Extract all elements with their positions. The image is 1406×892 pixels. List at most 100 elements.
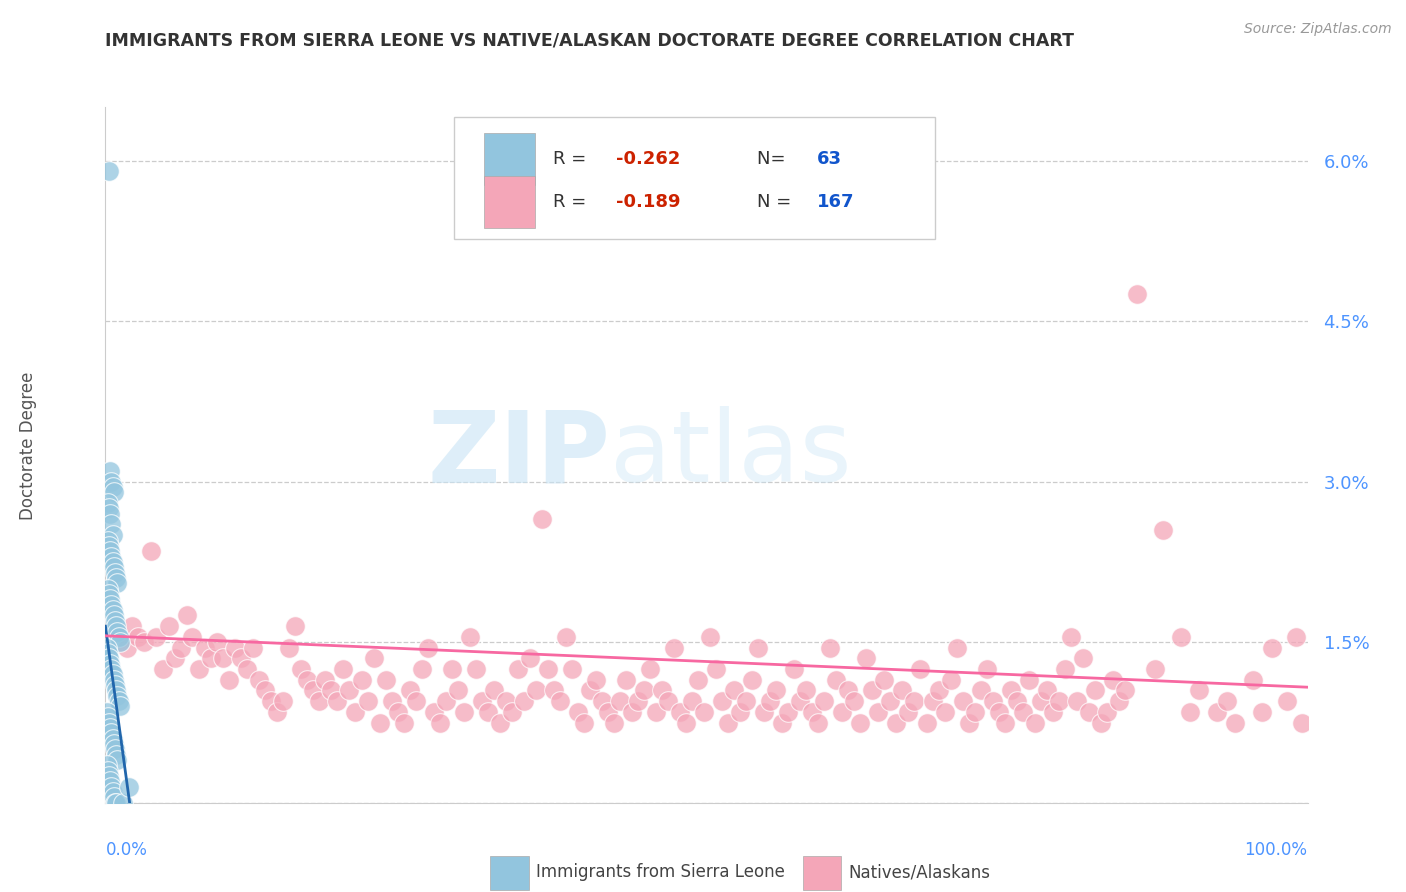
Point: [482, 683, 505, 698]
Point: [101, 528, 124, 542]
Point: [1084, 683, 1107, 698]
Point: [200, 651, 222, 665]
Point: [530, 512, 553, 526]
Point: [1243, 673, 1265, 687]
Point: [100, 726, 122, 740]
Point: [1090, 715, 1112, 730]
Point: [837, 683, 859, 698]
Point: [107, 576, 129, 591]
Point: [308, 694, 330, 708]
Point: [98, 164, 121, 178]
Point: [987, 705, 1010, 719]
Point: [98, 651, 121, 665]
Point: [121, 619, 143, 633]
Point: [97, 496, 120, 510]
Point: [290, 662, 312, 676]
Point: [260, 694, 283, 708]
Point: [1114, 683, 1136, 698]
Point: [994, 715, 1017, 730]
Point: [266, 705, 288, 719]
Point: [1053, 662, 1076, 676]
Point: [363, 651, 385, 665]
Point: [1071, 651, 1094, 665]
Text: IMMIGRANTS FROM SIERRA LEONE VS NATIVE/ALASKAN DOCTORATE DEGREE CORRELATION CHAR: IMMIGRANTS FROM SIERRA LEONE VS NATIVE/A…: [105, 31, 1074, 49]
Point: [495, 694, 517, 708]
FancyBboxPatch shape: [454, 118, 935, 239]
Point: [1260, 640, 1282, 655]
Point: [254, 683, 277, 698]
Point: [231, 651, 253, 665]
Point: [1095, 705, 1118, 719]
Point: [356, 694, 378, 708]
Point: [921, 694, 943, 708]
Point: [103, 737, 125, 751]
Point: [957, 715, 980, 730]
Point: [181, 630, 204, 644]
Point: [97, 646, 120, 660]
Point: [139, 544, 162, 558]
Point: [1024, 715, 1046, 730]
Text: atlas: atlas: [610, 407, 852, 503]
Point: [242, 640, 264, 655]
Point: [453, 705, 475, 719]
Point: [98, 715, 121, 730]
Point: [939, 673, 962, 687]
Point: [681, 694, 703, 708]
Point: [96, 640, 118, 655]
Point: [614, 673, 637, 687]
Point: [1000, 683, 1022, 698]
Text: Doctorate Degree: Doctorate Degree: [20, 372, 37, 520]
Point: [831, 705, 853, 719]
Point: [339, 683, 361, 698]
Point: [1047, 694, 1070, 708]
Point: [344, 705, 367, 719]
Point: [1251, 705, 1274, 719]
Point: [103, 608, 125, 623]
Point: [603, 715, 626, 730]
Point: [314, 673, 336, 687]
Point: [368, 715, 391, 730]
Point: [297, 673, 319, 687]
FancyBboxPatch shape: [484, 133, 534, 185]
Point: [103, 485, 125, 500]
Point: [747, 640, 769, 655]
Point: [101, 480, 124, 494]
Point: [429, 715, 451, 730]
Point: [1029, 694, 1052, 708]
Point: [759, 694, 782, 708]
Point: [98, 587, 121, 601]
Point: [194, 640, 217, 655]
Point: [96, 705, 118, 719]
Point: [100, 517, 122, 532]
Point: [98, 657, 121, 671]
Point: [1206, 705, 1229, 719]
Point: [572, 715, 595, 730]
Point: [860, 683, 883, 698]
Point: [97, 764, 120, 778]
Text: ZIP: ZIP: [427, 407, 610, 503]
Point: [783, 662, 806, 676]
Point: [411, 662, 433, 676]
Point: [278, 640, 301, 655]
Point: [981, 694, 1004, 708]
Point: [537, 662, 560, 676]
Point: [105, 747, 128, 762]
Point: [477, 705, 499, 719]
Point: [645, 705, 668, 719]
Point: [108, 699, 131, 714]
Point: [440, 662, 463, 676]
Point: [1108, 694, 1130, 708]
Point: [104, 796, 127, 810]
Point: [879, 694, 901, 708]
Point: [928, 683, 950, 698]
Point: [321, 683, 343, 698]
Point: [107, 689, 129, 703]
Point: [104, 678, 127, 692]
Point: [273, 694, 295, 708]
Point: [471, 694, 494, 708]
Point: [118, 780, 141, 794]
Point: [405, 694, 427, 708]
Point: [101, 603, 124, 617]
Point: [506, 662, 529, 676]
Text: -0.262: -0.262: [616, 150, 681, 168]
